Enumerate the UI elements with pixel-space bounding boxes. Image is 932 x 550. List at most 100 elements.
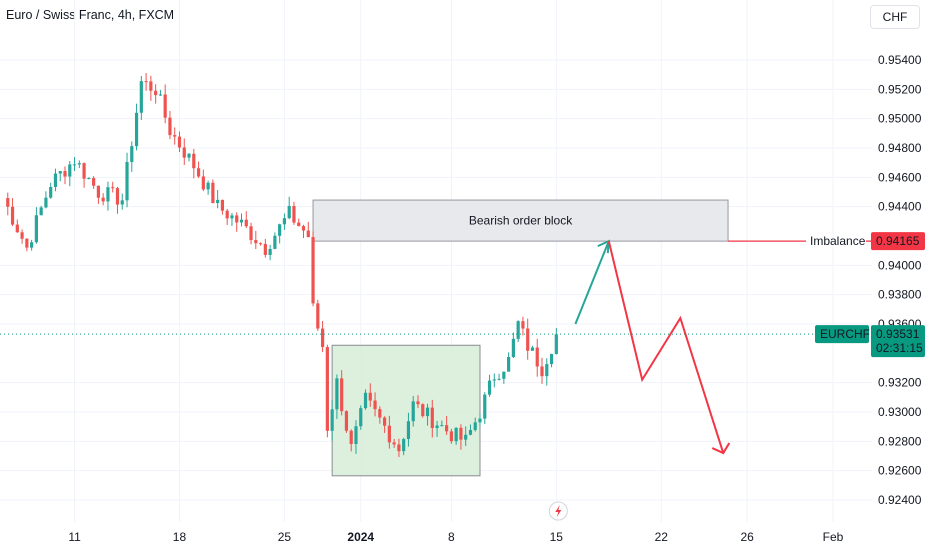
candle-down bbox=[373, 400, 377, 410]
candle-down bbox=[20, 232, 24, 239]
candle-up bbox=[53, 173, 58, 187]
candle-down bbox=[101, 197, 105, 202]
imbalance-price-text: 0.94165 bbox=[876, 234, 920, 248]
candle-down bbox=[392, 442, 396, 445]
candle-down bbox=[430, 407, 434, 429]
time-axis-label: 18 bbox=[173, 530, 187, 544]
projection-red-path[interactable] bbox=[607, 240, 725, 454]
price-axis-label: 0.95000 bbox=[878, 112, 922, 126]
projection-red-arrowhead bbox=[711, 442, 731, 455]
candle-up bbox=[206, 182, 210, 190]
candle-up bbox=[549, 353, 554, 365]
candle-up bbox=[507, 357, 511, 372]
candle-up bbox=[34, 215, 38, 243]
current-price-text: 0.93531 bbox=[876, 327, 920, 341]
candle-down bbox=[6, 198, 10, 207]
price-axis-label: 0.94800 bbox=[878, 141, 922, 155]
candle-up bbox=[134, 112, 139, 147]
time-axis-label: 25 bbox=[278, 530, 292, 544]
order-block-box[interactable] bbox=[312, 199, 729, 242]
candle-up bbox=[487, 380, 492, 395]
candle-down bbox=[344, 411, 349, 431]
candle-up bbox=[454, 427, 458, 442]
candle-down bbox=[445, 425, 449, 432]
candle-up bbox=[68, 164, 72, 177]
candle-down bbox=[325, 347, 329, 431]
time-axis-label: 2024 bbox=[347, 530, 374, 544]
candle-up bbox=[511, 338, 515, 358]
countdown-text: 02:31:15 bbox=[876, 341, 923, 355]
candle-down bbox=[449, 431, 453, 442]
symbol-title: Euro / Swiss Franc, 4h, FXCM bbox=[6, 8, 175, 22]
candle-down bbox=[249, 226, 253, 241]
candle-down bbox=[316, 303, 320, 329]
candle-down bbox=[540, 366, 544, 377]
candle-up bbox=[440, 425, 444, 427]
candle-down bbox=[96, 185, 100, 198]
candle-up bbox=[120, 200, 124, 205]
candle-up bbox=[278, 224, 282, 236]
time-axis-label: 11 bbox=[68, 530, 81, 544]
candle-down bbox=[235, 215, 239, 223]
candle-down bbox=[196, 168, 201, 177]
candle-up bbox=[464, 434, 468, 440]
candle-down bbox=[144, 81, 148, 83]
candle-up bbox=[287, 205, 291, 219]
candle-up bbox=[139, 81, 143, 113]
candle-up bbox=[497, 378, 501, 380]
candle-down bbox=[15, 224, 19, 233]
time-axis-label: Feb bbox=[823, 530, 844, 544]
candle-up bbox=[468, 430, 473, 435]
time-axis-label: 26 bbox=[740, 530, 754, 544]
candle-up bbox=[492, 379, 496, 381]
candle-up bbox=[402, 439, 406, 452]
candle-up bbox=[425, 407, 430, 417]
candle-down bbox=[173, 135, 177, 137]
candle-up bbox=[30, 242, 34, 248]
candle-up bbox=[230, 215, 234, 219]
candle-up bbox=[216, 199, 220, 204]
candle-up bbox=[87, 178, 91, 180]
candle-down bbox=[292, 205, 296, 223]
candle-up bbox=[187, 153, 191, 158]
candle-down bbox=[421, 404, 425, 417]
candle-down bbox=[115, 188, 120, 205]
candle-down bbox=[92, 178, 96, 186]
candle-up bbox=[44, 197, 48, 208]
symbol-tag bbox=[815, 325, 869, 344]
projection-green-path[interactable] bbox=[574, 240, 610, 325]
candle-up bbox=[335, 378, 339, 410]
candle-down bbox=[416, 401, 420, 405]
candle-up bbox=[58, 171, 62, 174]
candle-down bbox=[182, 147, 186, 158]
price-axis-label: 0.92600 bbox=[878, 464, 922, 478]
candle-down bbox=[383, 417, 387, 426]
lightning-glyph bbox=[555, 505, 562, 517]
candle-down bbox=[192, 153, 196, 169]
candle-down bbox=[63, 171, 67, 177]
candle-down bbox=[297, 222, 301, 227]
candle-down bbox=[459, 427, 463, 440]
candle-up bbox=[406, 421, 411, 440]
current-price-tag bbox=[871, 325, 925, 358]
price-axis-label: 0.95400 bbox=[878, 53, 922, 67]
price-axis-label: 0.94600 bbox=[878, 170, 922, 184]
time-axis-label: 22 bbox=[655, 530, 669, 544]
candle-down bbox=[163, 94, 167, 118]
candle-down bbox=[211, 182, 215, 204]
candle-up bbox=[516, 321, 520, 339]
price-axis-label: 0.93000 bbox=[878, 405, 922, 419]
candle-up bbox=[72, 164, 77, 166]
candle-up bbox=[282, 218, 287, 225]
candle-down bbox=[306, 230, 310, 238]
candle-down bbox=[168, 117, 172, 136]
time-axis-label: 8 bbox=[448, 530, 455, 544]
candle-down bbox=[111, 187, 115, 189]
currency-button[interactable]: CHF bbox=[870, 5, 920, 29]
candle-up bbox=[77, 163, 81, 165]
range-box[interactable] bbox=[331, 344, 481, 477]
candle-down bbox=[154, 90, 158, 96]
candle-down bbox=[220, 199, 225, 211]
candle-up bbox=[106, 187, 110, 202]
